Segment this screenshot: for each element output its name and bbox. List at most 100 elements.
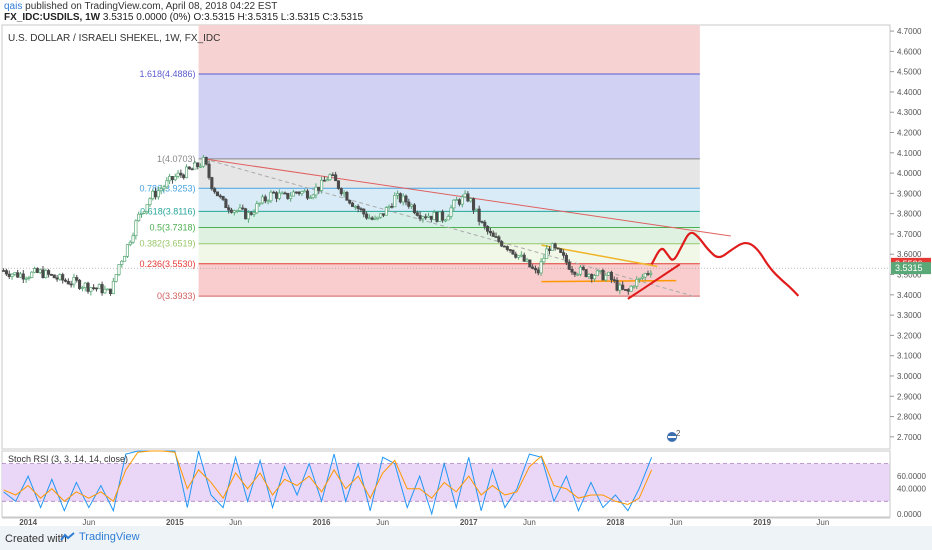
candle-body [497, 236, 501, 242]
candle-body [635, 279, 639, 287]
candle-body [170, 176, 174, 181]
candle-body [587, 273, 591, 277]
candle-body [286, 192, 290, 199]
candle-body [238, 207, 242, 211]
tradingview-link[interactable]: TradingView [60, 531, 140, 543]
fib-band [198, 25, 700, 74]
candle-body [474, 208, 478, 211]
time-tick-label: 2019 [753, 518, 771, 526]
candle-body [567, 261, 571, 270]
time-tick-label: 2016 [313, 518, 331, 526]
candle-body [348, 199, 352, 204]
stoch-rsi-pane: 0.0000 40.0000 60.0000 [2, 450, 926, 519]
candle-body [125, 244, 129, 257]
candle-body [412, 204, 416, 214]
fib-band [198, 243, 700, 264]
candle-body [441, 211, 445, 221]
candle-body [184, 166, 189, 179]
candle-body [365, 213, 369, 219]
chart-header: qais published on TradingView.com, April… [0, 0, 932, 24]
candle-body [353, 205, 357, 208]
price-labels: 3.55263.5315 [891, 257, 931, 275]
candle-body [196, 162, 200, 168]
main-price-chart[interactable]: 0(3.3933) 0.236(3.5530) 0.382(3.6519) 0.5(3… [0, 0, 932, 526]
candle-body [621, 284, 625, 290]
candle-body [629, 285, 633, 292]
candle-body [649, 272, 653, 275]
candle-body [75, 277, 79, 281]
candle-body [69, 283, 73, 286]
candle-body [201, 157, 205, 167]
candle-body [106, 288, 110, 291]
candle-body [58, 274, 62, 280]
candle-body [179, 172, 183, 176]
fib-level-label: 0.618(3.8116) [140, 206, 195, 216]
candle-body [623, 289, 628, 291]
candle-body [426, 215, 431, 218]
candle-body [584, 269, 588, 277]
candle-body [519, 254, 523, 257]
candle-body [477, 208, 481, 222]
candle-body [30, 271, 34, 278]
time-tick-label: 2017 [460, 518, 478, 526]
candle-body [643, 273, 647, 278]
stoch-tick-label: 40.0000 [897, 485, 926, 494]
candle-body [615, 279, 619, 291]
candle-body [457, 199, 462, 205]
candle-body [488, 230, 492, 234]
candle-body [390, 205, 394, 208]
candle-body [134, 220, 138, 237]
candle-body [263, 196, 267, 202]
forecast-path [650, 231, 800, 297]
fib-level-label: 0.786(3.9253) [140, 183, 196, 193]
fib-level-label: 1.618(4.4886) [140, 69, 196, 79]
candle-body [159, 188, 163, 192]
dividend-icon[interactable]: 2 [667, 429, 681, 442]
forecast-drawing[interactable] [650, 231, 800, 297]
candle-body [108, 288, 113, 295]
candle-body [199, 165, 203, 168]
published-text: published on TradingView.com, April 08, … [25, 1, 278, 12]
candle-body [283, 192, 287, 195]
candle-body [204, 157, 208, 165]
candle-body [258, 202, 262, 205]
candle-body [502, 245, 507, 248]
candle-body [573, 271, 577, 275]
candle-body [10, 273, 14, 277]
candle-body [128, 241, 132, 245]
fib-band [198, 158, 700, 189]
candle-body [522, 254, 526, 262]
candle-body [187, 166, 191, 170]
candle-body [114, 274, 118, 282]
candle-body [525, 259, 529, 262]
fib-level-label: 1(4.0703) [157, 154, 196, 164]
candle-body [117, 264, 121, 275]
candle-body [483, 221, 487, 227]
candle-body [581, 266, 585, 270]
candle-body [27, 277, 31, 279]
candle-body [120, 260, 124, 265]
candle-body [407, 201, 411, 207]
publish-line: qais published on TradingView.com, April… [4, 1, 277, 12]
candle-body [539, 261, 543, 274]
candle-body [438, 211, 442, 222]
time-axis: 2014 Jun 2015 Jun 2016 Jun 2017 Jun 2018 Jun 2019 J… [2, 517, 890, 526]
symbol-line: FX_IDC:USDILS, 1W 3.5315 0.0000 (0%) O:3… [4, 12, 363, 23]
fibonacci-retracement[interactable]: 0(3.3933) 0.236(3.5530) 0.382(3.6519) 0.5(3… [140, 25, 700, 301]
candle-body [604, 274, 608, 281]
tradingview-logo-icon [60, 532, 75, 541]
candle-body [300, 191, 304, 194]
author-link[interactable]: qais [4, 1, 23, 12]
price-tick-label: 2.7000 [897, 433, 922, 442]
price-label-box [891, 262, 931, 275]
fib-band [198, 227, 700, 244]
candle-body [570, 268, 574, 273]
candle-body [601, 269, 605, 281]
candle-body [162, 186, 166, 190]
candle-body [86, 282, 90, 292]
price-tick-label: 4.2000 [897, 129, 922, 138]
candle-body [33, 268, 37, 273]
time-tick-label: Jun [229, 518, 242, 526]
candle-body [387, 205, 391, 208]
candle-body [598, 269, 602, 272]
